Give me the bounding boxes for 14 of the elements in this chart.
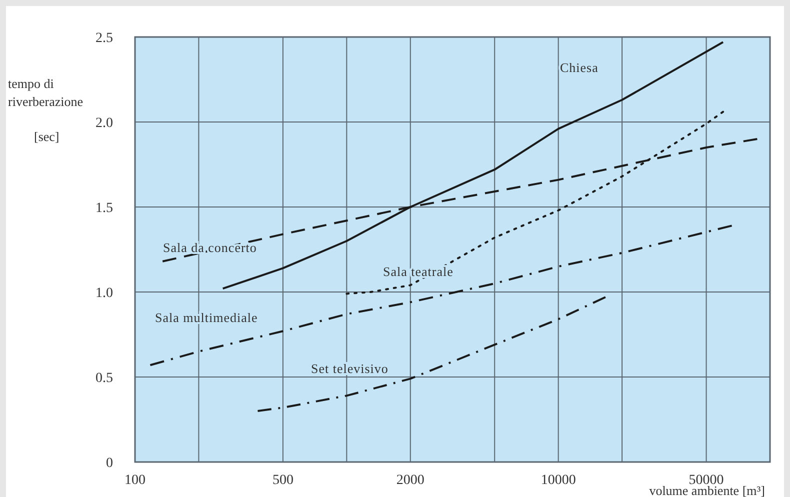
y-tick-label: 0 <box>106 456 113 471</box>
y-tick-label: 2.0 <box>96 116 113 131</box>
x-tick-label: 100 <box>124 473 146 488</box>
y-tick-label: 1.0 <box>96 286 113 301</box>
x-axis-title: volume ambiente [m³] <box>649 483 765 497</box>
x-tick-label: 2000 <box>396 473 424 488</box>
x-tick-label: 500 <box>272 473 294 488</box>
y-tick-label: 0.5 <box>96 371 113 386</box>
y-tick-label: 2.5 <box>96 31 113 46</box>
x-tick-label: 10000 <box>540 473 576 488</box>
y-tick-label: 1.5 <box>96 201 113 216</box>
text: Chiesa <box>560 60 598 75</box>
series-label: Sala teatrale <box>383 264 454 279</box>
text: tempo di riverberazione [sec] <box>8 76 84 144</box>
